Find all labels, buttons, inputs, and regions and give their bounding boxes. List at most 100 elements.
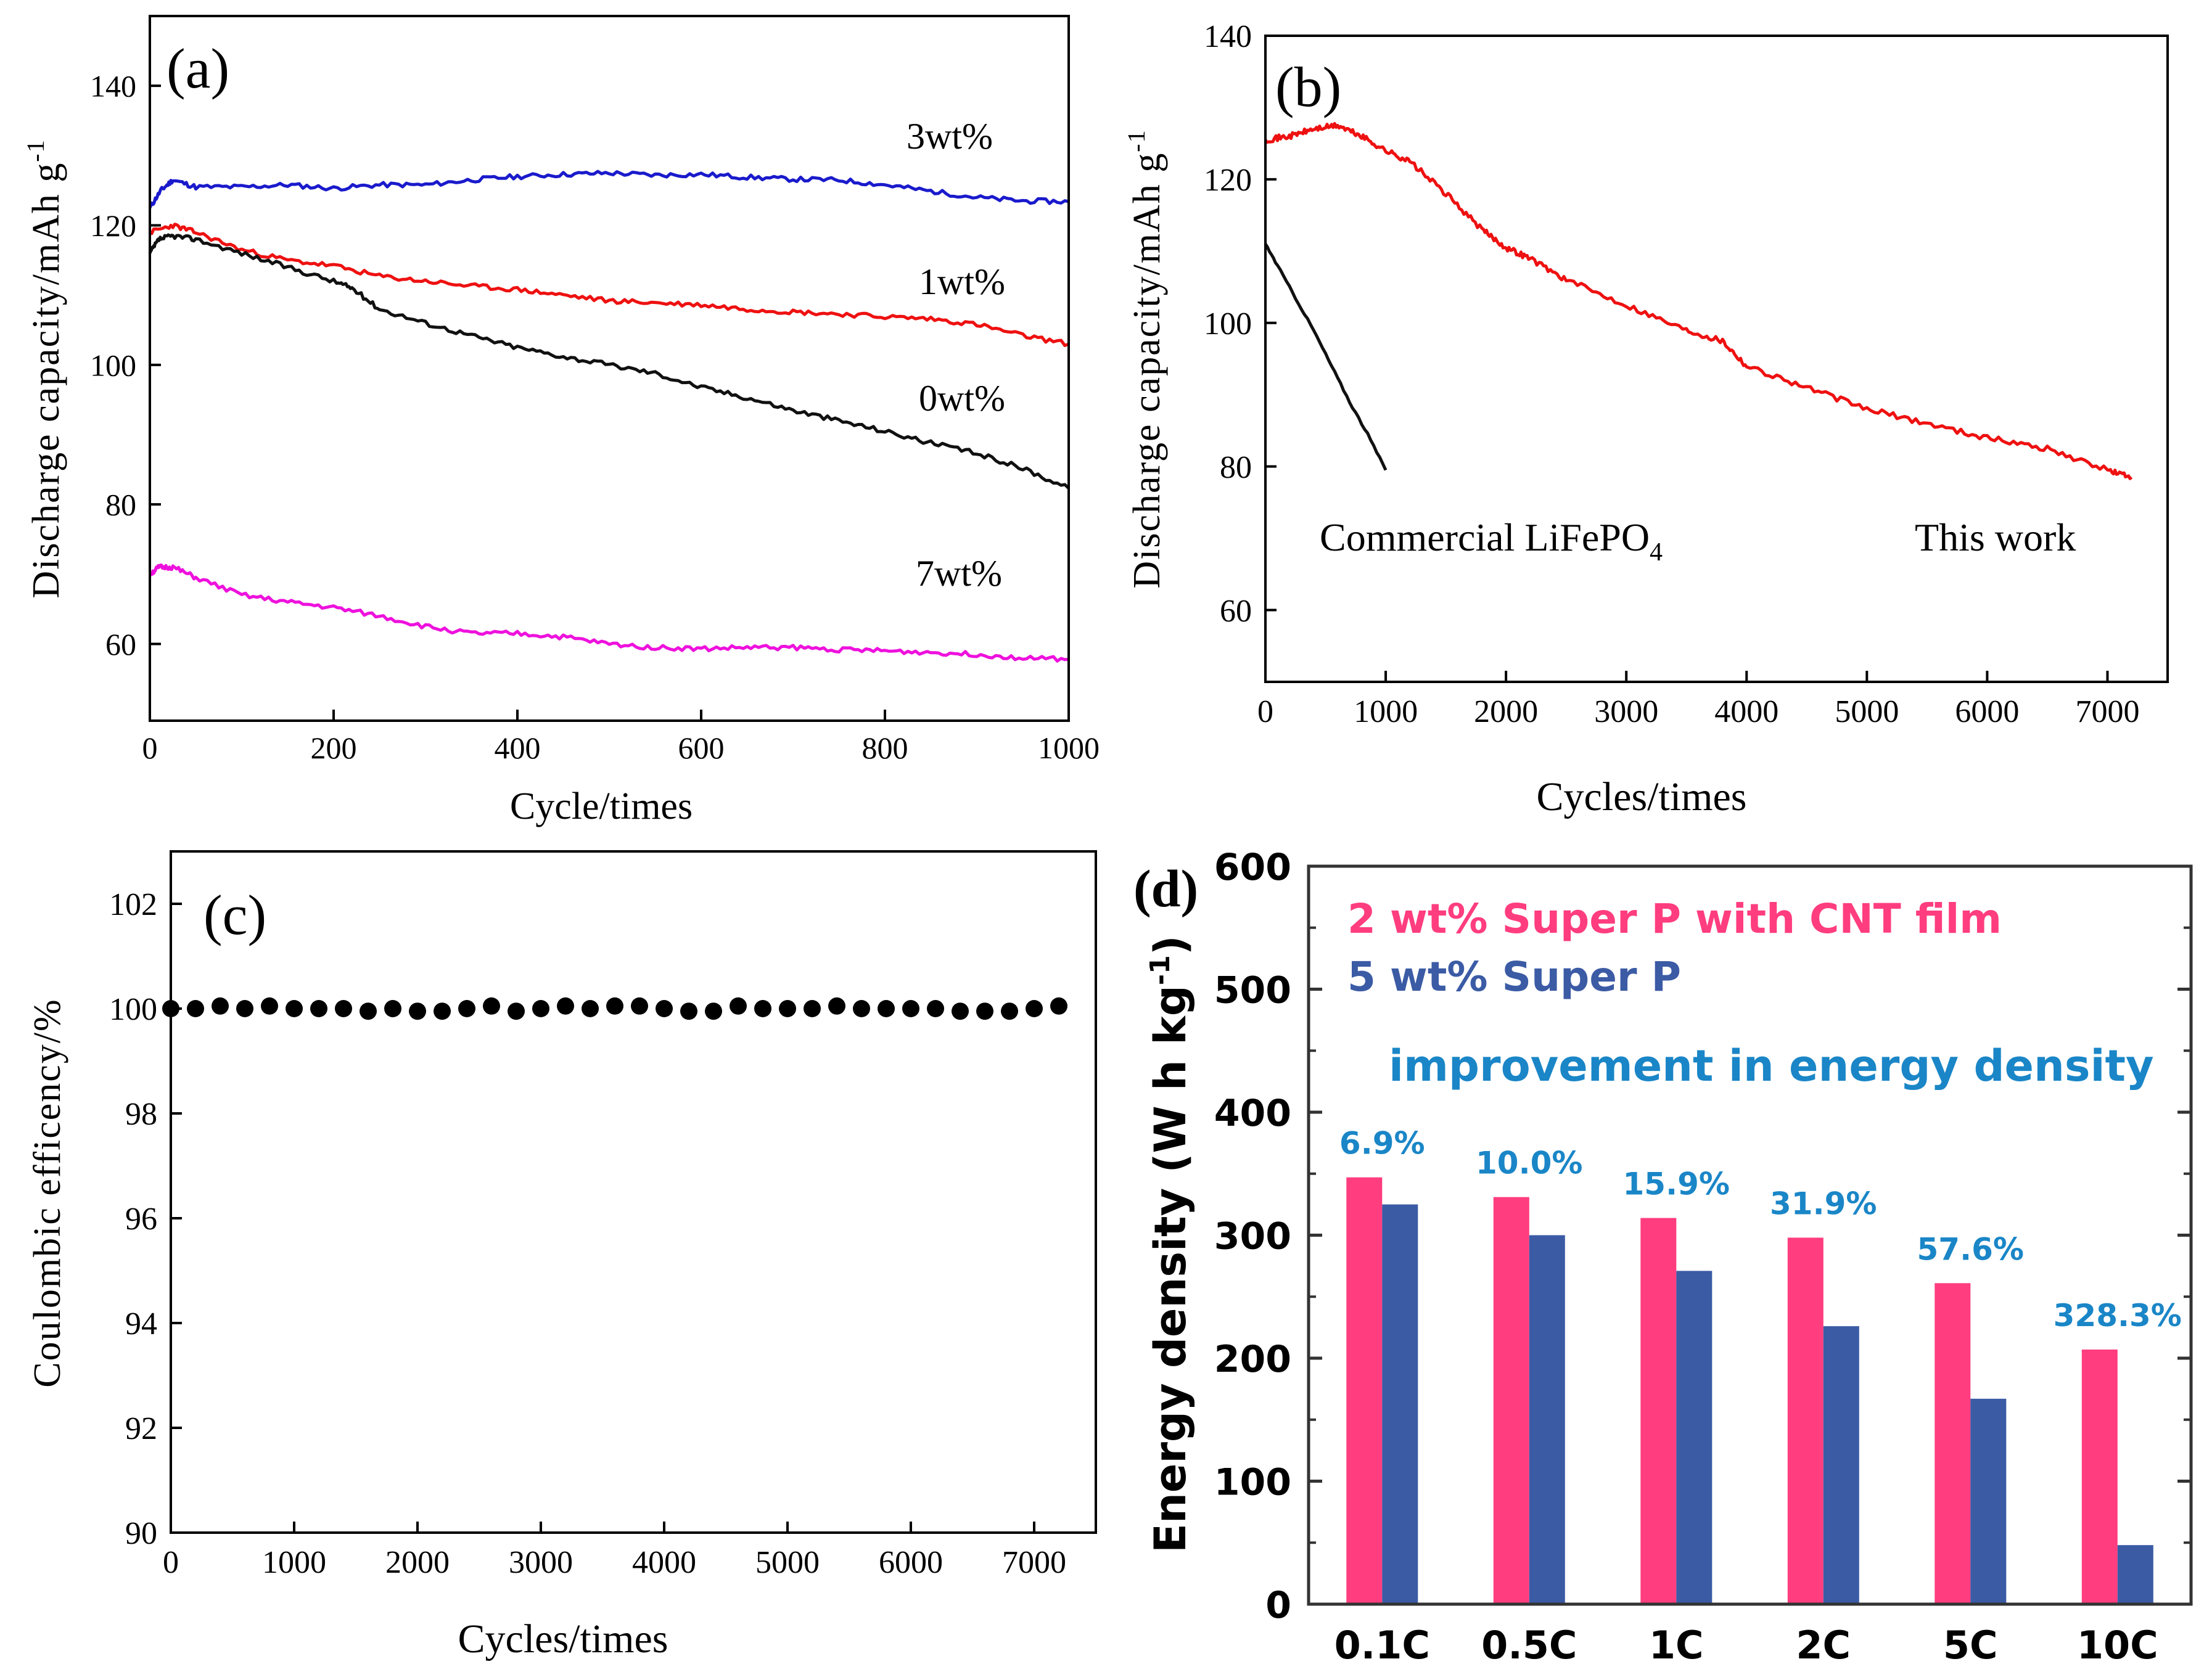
data-point — [1001, 1002, 1018, 1020]
panel-b-axes — [1264, 35, 2169, 683]
bar-2C-1 — [1823, 1326, 1859, 1604]
y-tick-label: 80 — [105, 488, 136, 522]
x-tick-label: 800 — [862, 731, 908, 765]
data-point — [730, 997, 747, 1015]
y-tick-label: 100 — [1204, 306, 1252, 342]
data-point — [927, 1000, 944, 1017]
bar-5C-1 — [1970, 1398, 2007, 1604]
bar-2C-0 — [1787, 1237, 1824, 1604]
y-tick-label: 300 — [1214, 1215, 1291, 1258]
x-tick-label: 200 — [311, 731, 357, 765]
data-point — [631, 997, 648, 1015]
improvement-label: 15.9% — [1623, 1166, 1730, 1202]
y-tick-label: 140 — [1204, 19, 1252, 54]
y-tick-label: 140 — [90, 69, 136, 104]
data-point — [236, 1000, 253, 1017]
data-point — [656, 1000, 673, 1017]
data-point — [1050, 997, 1067, 1015]
panel-label: (d) — [1133, 859, 1198, 918]
data-point — [409, 1002, 426, 1020]
data-point — [508, 1002, 525, 1020]
bar-0.5C-0 — [1493, 1197, 1529, 1604]
improvement-label: 328.3% — [2054, 1298, 2182, 1334]
series-line-3wt% — [148, 170, 1069, 209]
x-tick-label: 3000 — [509, 1545, 573, 1580]
panel-a: 0 200 400 600 800 1000 60 80 100 120 140 3wt% 1wt% 0w… — [22, 15, 1100, 827]
x-tick-label: 5000 — [1835, 694, 1899, 729]
bar-10C-0 — [2081, 1350, 2118, 1604]
x-tick-label: 400 — [495, 731, 541, 765]
category-label: 2C — [1796, 1623, 1851, 1668]
x-tick-label: 2000 — [385, 1545, 450, 1580]
data-point — [853, 1000, 870, 1017]
improvement-label: 10.0% — [1476, 1145, 1582, 1181]
panel-d: 0.1C 6.9% 0.5C 10.0% 1C 15.9% 2C 31.9% 5C 57.6% 10… — [1133, 846, 2193, 1668]
y-tick-label: 100 — [90, 348, 136, 382]
y-tick-label: 500 — [1214, 969, 1291, 1012]
x-tick-label: 6000 — [1955, 694, 2019, 729]
data-point — [828, 997, 845, 1015]
data-point — [952, 1002, 969, 1020]
data-point — [212, 997, 229, 1015]
bar-0.1C-1 — [1382, 1204, 1418, 1604]
x-tick-label: 3000 — [1594, 694, 1658, 729]
x-tick-label: 0 — [163, 1545, 179, 1580]
series-line-0wt% — [148, 233, 1070, 490]
y-axis-label: Discharge capacity/mAh g-1 — [1122, 129, 1168, 588]
bar-0.1C-0 — [1346, 1177, 1383, 1604]
y-tick-label: 102 — [109, 887, 157, 922]
series-line-Commercial LiFePO4 — [1264, 243, 1388, 471]
y-axis-label: Discharge capacity/mAh g-1 — [22, 139, 67, 598]
panel-a-axes — [149, 15, 1070, 722]
y-tick-label: 96 — [125, 1202, 157, 1237]
x-tick-label: 6000 — [879, 1545, 943, 1580]
x-tick-label: 1000 — [1354, 694, 1418, 729]
data-point — [1026, 1000, 1043, 1017]
x-axis-label: Cycles/times — [1537, 774, 1747, 819]
y-tick-label: 400 — [1214, 1092, 1291, 1135]
data-point — [187, 1000, 204, 1017]
x-tick-label: 2000 — [1474, 694, 1538, 729]
series-label: 7wt% — [916, 553, 1002, 594]
data-point — [360, 1002, 377, 1020]
annotation-commercial: Commercial LiFePO4 — [1320, 515, 1663, 567]
series-label: 0wt% — [919, 378, 1005, 419]
series-line-1wt% — [149, 223, 1069, 347]
panel-c: 0 1000 2000 3000 4000 5000 6000 7000 90 92 94 96 98 1… — [27, 850, 1097, 1662]
category-label: 0.5C — [1481, 1623, 1577, 1668]
data-point — [902, 1000, 919, 1017]
y-tick-label: 100 — [109, 992, 157, 1027]
y-tick-label: 98 — [125, 1097, 157, 1132]
y-tick-label: 0 — [1265, 1584, 1291, 1627]
data-point — [286, 1000, 303, 1017]
legend-entry-1: 5 wt% Super P — [1347, 953, 1681, 1001]
data-point — [557, 997, 574, 1015]
data-point — [680, 1002, 697, 1020]
data-point — [458, 1000, 475, 1017]
category-label: 0.1C — [1334, 1623, 1430, 1668]
y-tick-label: 100 — [1214, 1461, 1291, 1504]
data-point — [261, 997, 278, 1015]
x-tick-label: 0 — [1257, 694, 1273, 729]
bar-10C-1 — [2117, 1545, 2153, 1604]
y-tick-label: 600 — [1214, 846, 1291, 889]
data-point — [804, 1000, 821, 1017]
x-axis-label: Cycles/times — [458, 1616, 668, 1662]
bar-1C-1 — [1676, 1271, 1713, 1604]
x-tick-label: 1000 — [1038, 731, 1100, 765]
x-tick-label: 7000 — [2075, 694, 2139, 729]
bar-1C-0 — [1640, 1218, 1677, 1604]
category-label: 5C — [1943, 1623, 1998, 1668]
category-label: 1C — [1649, 1623, 1704, 1668]
x-tick-label: 5000 — [755, 1545, 820, 1580]
data-point — [705, 1002, 722, 1020]
data-point — [532, 1000, 549, 1017]
y-axis-label: Coulombic efficency/% — [27, 998, 68, 1387]
improvement-label: 57.6% — [1917, 1231, 2024, 1267]
data-point — [434, 1002, 451, 1020]
x-tick-label: 4000 — [632, 1545, 696, 1580]
x-tick-label: 600 — [678, 731, 725, 765]
data-point — [754, 1000, 771, 1017]
legend-entry-0: 2 wt% Super P with CNT film — [1347, 895, 2002, 943]
